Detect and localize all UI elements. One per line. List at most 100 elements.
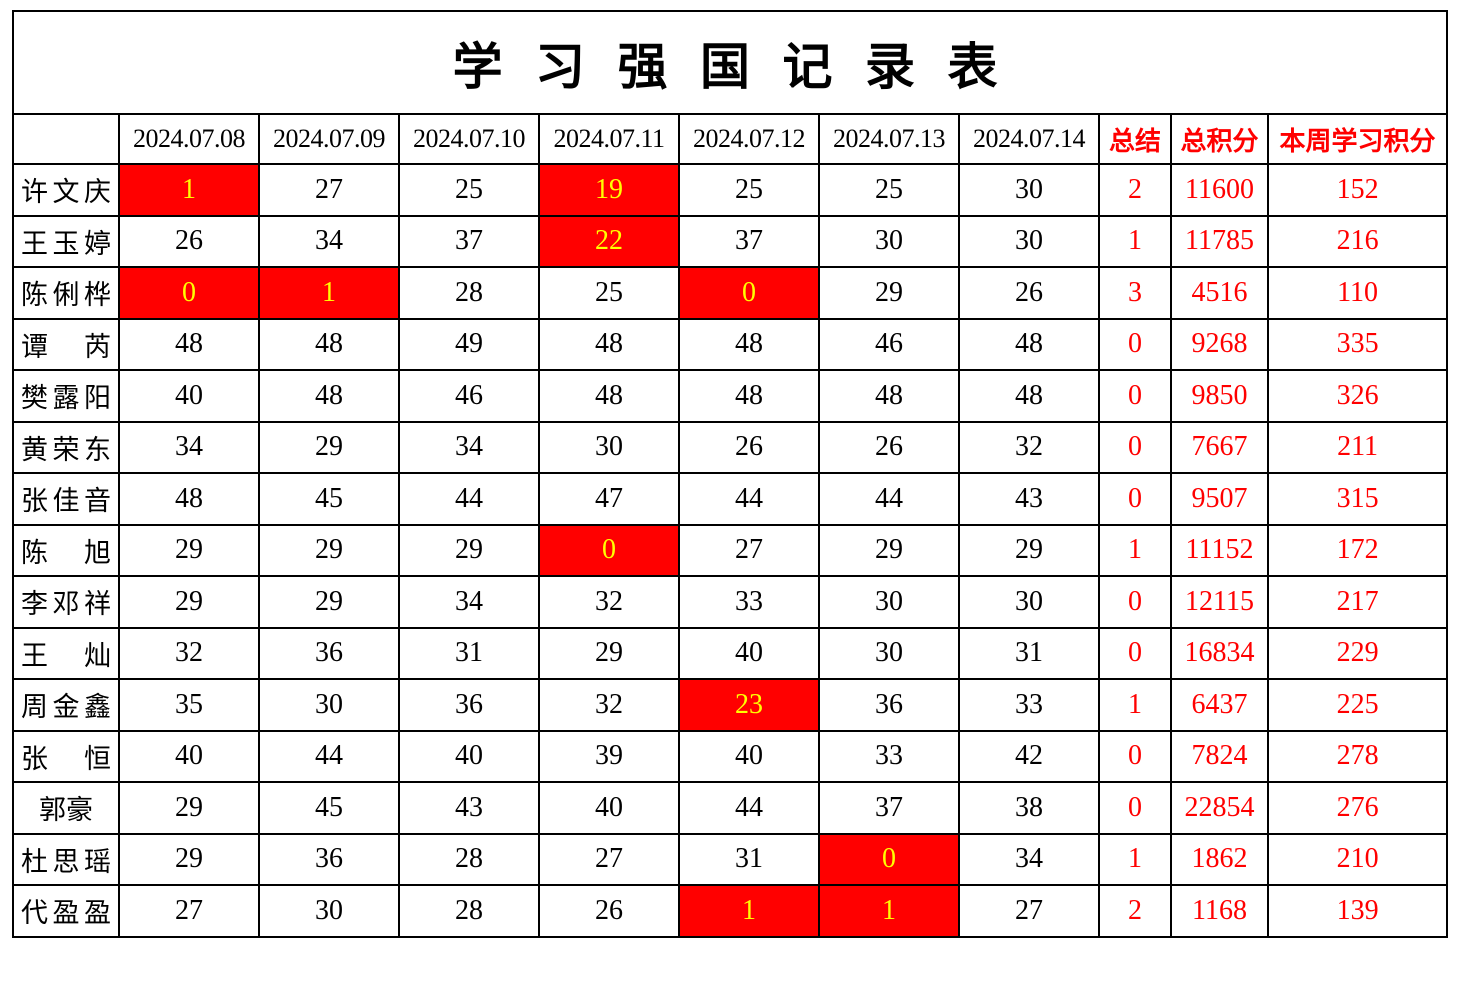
score-cell: 40 [118, 729, 260, 783]
score-cell: 27 [538, 832, 680, 886]
student-name: 张佳音 [12, 472, 120, 526]
table-row: 樊露阳 40 48 46 48 48 48 48 0 9850 326 [12, 369, 1449, 423]
student-name: 郭豪 [12, 781, 120, 835]
score-cell-highlighted: 1 [818, 884, 960, 938]
week-points-cell: 225 [1266, 678, 1449, 732]
record-table: 学 习 强 国 记 录 表 2024.07.08 2024.07.09 2024.0… [11, 10, 1449, 938]
summary-cell: 0 [1098, 729, 1172, 783]
score-cell: 30 [538, 420, 680, 474]
summary-cell: 1 [1098, 214, 1172, 268]
summary-cell: 0 [1098, 369, 1172, 423]
score-cell-highlighted: 1 [678, 884, 820, 938]
table-row: 张恒 40 44 40 39 40 33 42 0 7824 278 [12, 729, 1449, 783]
date-header: 2024.07.11 [538, 113, 680, 165]
table-row: 陈俐桦 0 1 28 25 0 29 26 3 4516 110 [12, 266, 1449, 320]
score-cell: 29 [958, 523, 1100, 577]
total-points-cell: 16834 [1170, 626, 1269, 680]
score-cell: 37 [678, 214, 820, 268]
student-name: 谭芮 [12, 317, 120, 371]
score-cell-highlighted: 0 [678, 266, 820, 320]
score-cell: 36 [258, 626, 400, 680]
score-cell: 43 [398, 781, 540, 835]
score-cell: 42 [958, 729, 1100, 783]
date-header: 2024.07.08 [118, 113, 260, 165]
score-cell: 43 [958, 472, 1100, 526]
score-cell: 34 [958, 832, 1100, 886]
score-cell: 31 [398, 626, 540, 680]
score-cell: 48 [118, 317, 260, 371]
score-cell: 40 [538, 781, 680, 835]
week-points-header: 本周学习积分 [1266, 113, 1449, 165]
corner-cell [12, 113, 120, 165]
summary-cell: 3 [1098, 266, 1172, 320]
week-points-cell: 210 [1266, 832, 1449, 886]
score-cell: 29 [818, 266, 960, 320]
score-cell: 30 [958, 214, 1100, 268]
score-cell: 27 [678, 523, 820, 577]
score-cell: 25 [538, 266, 680, 320]
table-row: 许文庆 1 27 25 19 25 25 30 2 11600 152 [12, 163, 1449, 217]
week-points-cell: 278 [1266, 729, 1449, 783]
summary-cell: 0 [1098, 472, 1172, 526]
score-cell: 30 [258, 678, 400, 732]
date-header: 2024.07.10 [398, 113, 540, 165]
date-header: 2024.07.12 [678, 113, 820, 165]
summary-cell: 0 [1098, 575, 1172, 629]
score-cell: 29 [118, 523, 260, 577]
score-cell: 48 [678, 369, 820, 423]
student-name: 杜思瑶 [12, 832, 120, 886]
score-cell: 34 [398, 575, 540, 629]
score-cell: 25 [398, 163, 540, 217]
score-cell: 25 [818, 163, 960, 217]
score-cell: 34 [398, 420, 540, 474]
score-cell-highlighted: 22 [538, 214, 680, 268]
score-cell-highlighted: 1 [118, 163, 260, 217]
score-cell: 29 [258, 575, 400, 629]
total-points-cell: 22854 [1170, 781, 1269, 835]
score-cell-highlighted: 1 [258, 266, 400, 320]
score-cell-highlighted: 0 [118, 266, 260, 320]
score-cell: 38 [958, 781, 1100, 835]
date-header: 2024.07.13 [818, 113, 960, 165]
score-cell: 40 [678, 729, 820, 783]
score-cell: 30 [958, 575, 1100, 629]
score-cell: 46 [398, 369, 540, 423]
score-cell: 28 [398, 832, 540, 886]
week-points-cell: 216 [1266, 214, 1449, 268]
score-cell: 48 [258, 369, 400, 423]
student-name: 陈俐桦 [12, 266, 120, 320]
score-cell: 48 [958, 369, 1100, 423]
total-points-cell: 9850 [1170, 369, 1269, 423]
summary-cell: 0 [1098, 420, 1172, 474]
summary-header: 总结 [1098, 113, 1172, 165]
score-cell: 26 [818, 420, 960, 474]
table-row: 杜思瑶 29 36 28 27 31 0 34 1 1862 210 [12, 832, 1449, 886]
score-cell: 33 [818, 729, 960, 783]
score-cell: 27 [118, 884, 260, 938]
score-cell: 29 [538, 626, 680, 680]
score-cell: 37 [398, 214, 540, 268]
student-name: 许文庆 [12, 163, 120, 217]
score-cell: 30 [818, 575, 960, 629]
score-cell: 48 [258, 317, 400, 371]
student-name: 周金鑫 [12, 678, 120, 732]
week-points-cell: 276 [1266, 781, 1449, 835]
score-cell: 32 [118, 626, 260, 680]
week-points-cell: 139 [1266, 884, 1449, 938]
score-cell: 29 [818, 523, 960, 577]
summary-cell: 1 [1098, 832, 1172, 886]
table-row: 李邓祥 29 29 34 32 33 30 30 0 12115 217 [12, 575, 1449, 629]
table-row: 王玉婷 26 34 37 22 37 30 30 1 11785 216 [12, 214, 1449, 268]
score-cell: 32 [538, 575, 680, 629]
score-cell: 29 [118, 832, 260, 886]
week-points-cell: 110 [1266, 266, 1449, 320]
score-cell: 39 [538, 729, 680, 783]
table-row: 黄荣东 34 29 34 30 26 26 32 0 7667 211 [12, 420, 1449, 474]
score-cell: 36 [818, 678, 960, 732]
student-name: 陈旭 [12, 523, 120, 577]
total-points-cell: 7667 [1170, 420, 1269, 474]
score-cell: 29 [118, 781, 260, 835]
score-cell: 25 [678, 163, 820, 217]
score-cell: 30 [258, 884, 400, 938]
score-cell: 48 [958, 317, 1100, 371]
